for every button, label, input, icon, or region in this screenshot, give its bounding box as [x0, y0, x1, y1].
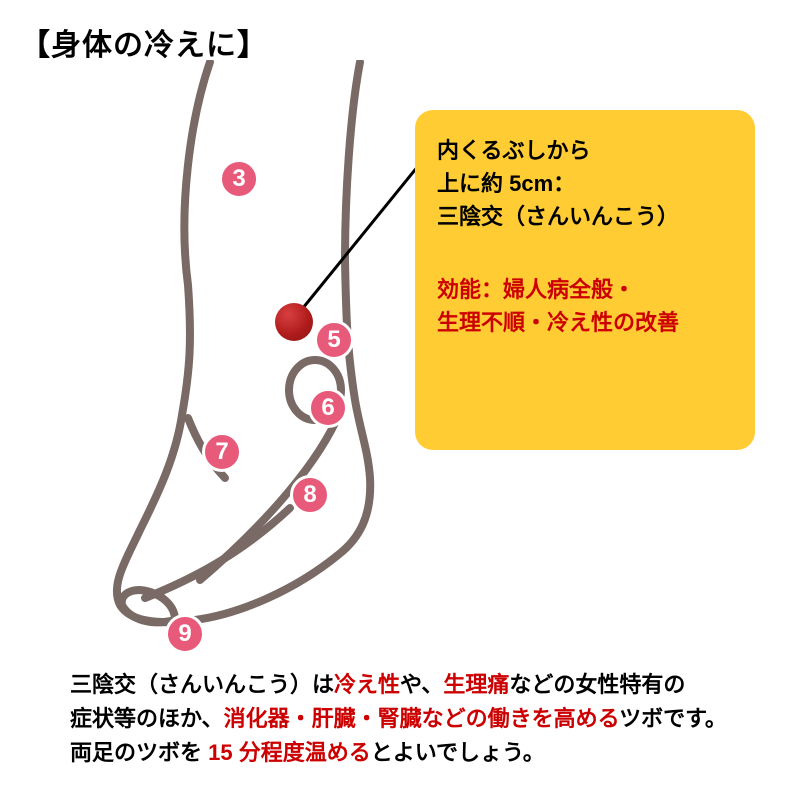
callout-box: 内くるぶしから上に約 5cm：三陰交（さんいんこう） 効能：婦人病全般・生理不順…: [415, 110, 755, 450]
number-marker-5: 5: [314, 320, 354, 360]
number-marker-7: 7: [202, 432, 242, 472]
callout-location-text: 内くるぶしから上に約 5cm：三陰交（さんいんこう）: [437, 134, 733, 233]
number-marker-3: 3: [219, 159, 259, 199]
acupoint-marker: [275, 303, 313, 341]
callout-effect-text: 効能：婦人病全般・生理不順・冷え性の改善: [437, 273, 733, 339]
leg-illustration: [40, 60, 420, 680]
description-text: 三陰交（さんいんこう）は冷え性や、生理痛などの女性特有の症状等のほか、消化器・肝…: [70, 668, 750, 770]
number-marker-6: 6: [308, 388, 348, 428]
page-title: 【身体の冷えに】: [20, 20, 268, 64]
number-marker-8: 8: [290, 475, 330, 515]
number-marker-9: 9: [165, 614, 205, 654]
